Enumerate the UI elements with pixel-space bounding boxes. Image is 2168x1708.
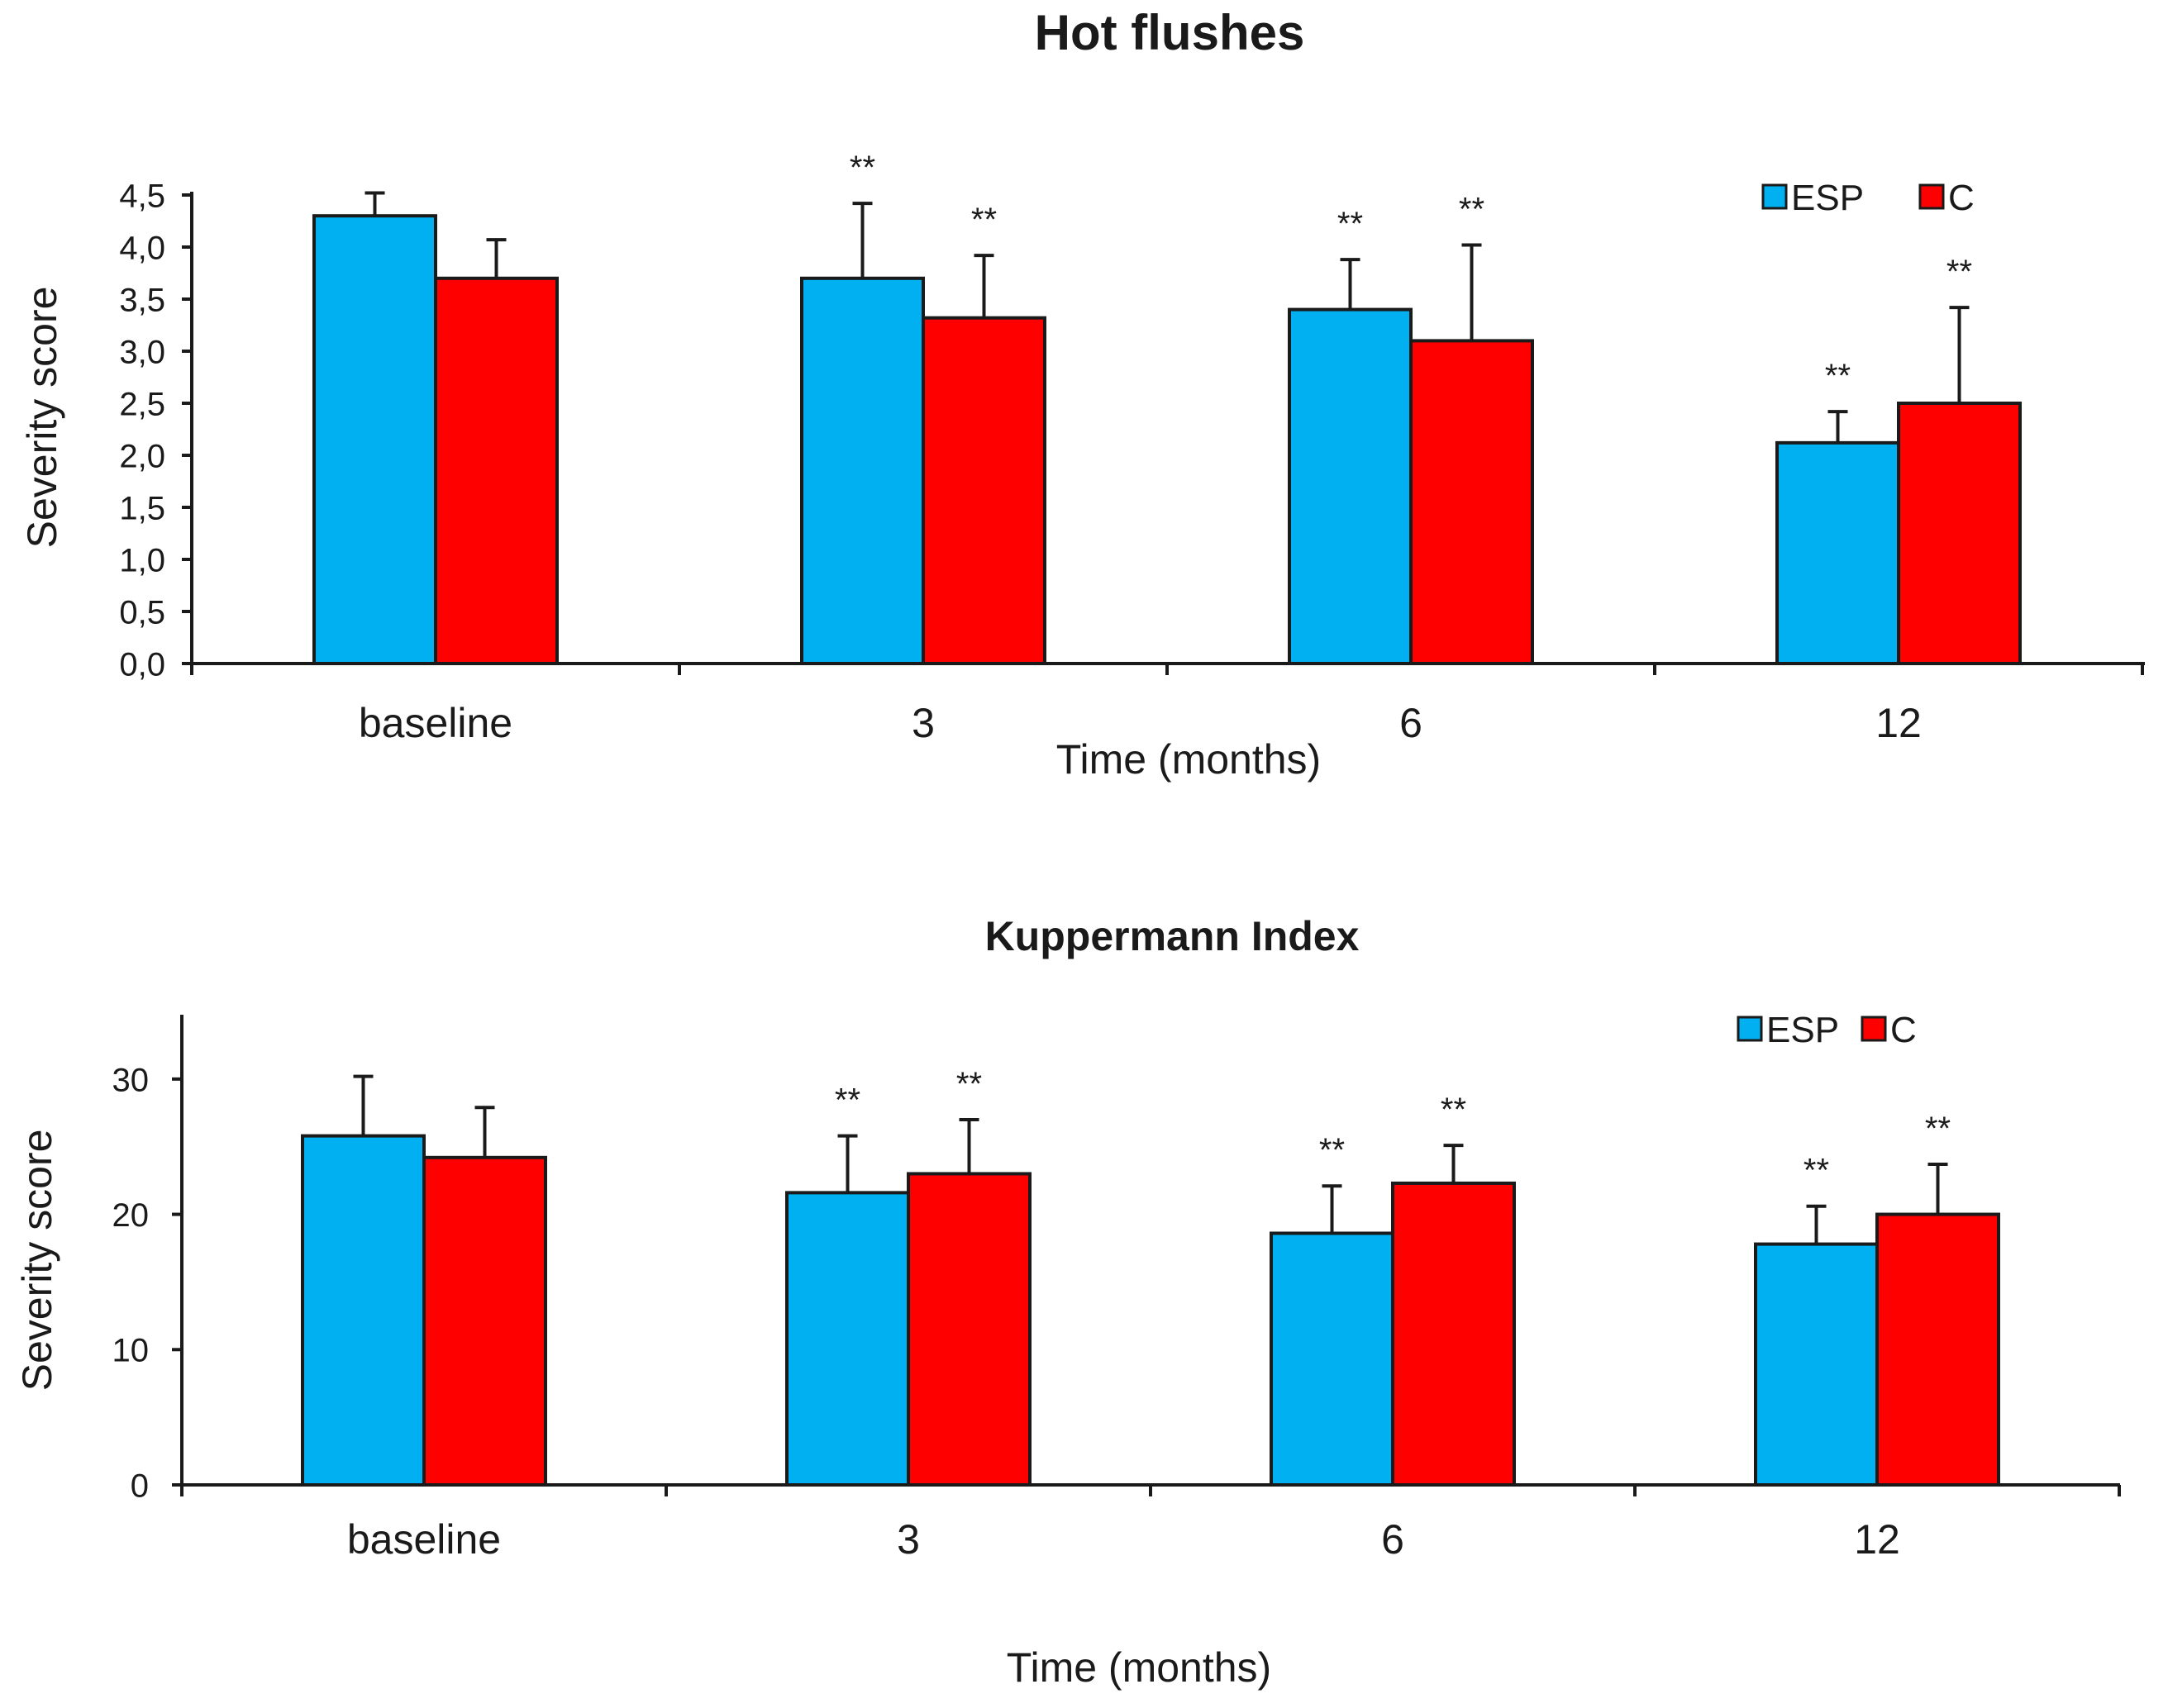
chart-title: Hot flushes xyxy=(1035,5,1305,60)
x-axis-label: Time (months) xyxy=(1056,736,1321,783)
y-axis-label: Severity score xyxy=(14,1130,60,1392)
y-tick-label: 30 xyxy=(112,1062,150,1098)
x-tick-label: 3 xyxy=(912,700,935,746)
significance-marker: ** xyxy=(956,1066,982,1102)
significance-marker: ** xyxy=(1441,1092,1466,1128)
legend-swatch-esp xyxy=(1761,183,1788,210)
legend-label-c: C xyxy=(1948,178,1975,218)
bar-c-6 xyxy=(1409,339,1534,665)
x-axis-label: Time (months) xyxy=(1007,1644,1271,1691)
x-tick-label: 3 xyxy=(897,1516,920,1563)
legend-label-esp: ESP xyxy=(1766,1010,1839,1050)
legend-label-esp: ESP xyxy=(1791,178,1864,218)
bar-c-6 xyxy=(1391,1181,1516,1487)
bar-esp-12 xyxy=(1775,440,1900,665)
y-tick-label: 1,0 xyxy=(119,542,165,578)
significance-marker: ** xyxy=(1825,358,1851,394)
significance-marker: ** xyxy=(1337,206,1363,242)
bar-esp-6 xyxy=(1288,307,1413,665)
bar-esp-baseline xyxy=(301,1134,426,1487)
y-tick-label: 0,0 xyxy=(119,646,165,683)
significance-marker: ** xyxy=(1925,1111,1951,1147)
bar-c-3 xyxy=(907,1172,1032,1487)
y-tick-label: 2,0 xyxy=(119,438,165,474)
significance-marker: ** xyxy=(1319,1132,1345,1168)
y-tick-label: 4,0 xyxy=(119,230,165,266)
significance-marker: ** xyxy=(835,1082,860,1119)
bar-esp-6 xyxy=(1270,1231,1394,1487)
y-tick-label: 2,5 xyxy=(119,386,165,422)
x-tick-label: 6 xyxy=(1399,700,1422,746)
y-axis-label: Severity score xyxy=(19,287,65,549)
chart-title: Kuppermann Index xyxy=(985,913,1360,959)
y-tick-label: 0,5 xyxy=(119,594,165,630)
bar-esp-3 xyxy=(785,1191,910,1487)
bar-c-12 xyxy=(1875,1212,2000,1487)
x-tick-label: baseline xyxy=(359,700,512,746)
chart-2: Kuppermann Index 0 10 20 30 Severity score bas… xyxy=(14,913,2121,1691)
y-tick-label: 4,5 xyxy=(119,178,165,214)
significance-marker: ** xyxy=(1459,191,1484,227)
chart-1: Hot flushes 0,0 0,5 1,0 1,5 2,0 2,5 3,0 3,5 4,0 4,… xyxy=(19,5,2145,783)
bar-c-baseline xyxy=(422,1155,547,1487)
bar-esp-baseline xyxy=(312,214,437,665)
x-tick-label: 6 xyxy=(1381,1516,1404,1563)
bar-esp-12 xyxy=(1754,1242,1879,1487)
x-tick-label: 12 xyxy=(1854,1516,1900,1563)
legend-swatch-c xyxy=(1861,1016,1887,1042)
y-tick-label: 0 xyxy=(131,1468,149,1504)
y-tick-label: 1,5 xyxy=(119,490,165,526)
significance-marker: ** xyxy=(1803,1153,1829,1189)
x-tick-label: baseline xyxy=(347,1516,501,1563)
y-tick-label: 3,0 xyxy=(119,334,165,370)
legend-swatch-esp xyxy=(1737,1016,1763,1042)
significance-marker: ** xyxy=(850,150,875,186)
bar-c-baseline xyxy=(434,276,559,665)
x-tick-label: 12 xyxy=(1875,700,1922,746)
legend-swatch-c xyxy=(1918,183,1945,210)
y-tick-label: 10 xyxy=(112,1333,150,1369)
bar-c-12 xyxy=(1897,402,2022,665)
significance-marker: ** xyxy=(971,202,997,238)
y-tick-label: 3,5 xyxy=(119,282,165,318)
bar-esp-3 xyxy=(800,276,925,665)
legend-label-c: C xyxy=(1890,1010,1917,1050)
significance-marker: ** xyxy=(1946,254,1972,290)
y-tick-label: 20 xyxy=(112,1197,150,1234)
bar-c-3 xyxy=(922,316,1046,665)
